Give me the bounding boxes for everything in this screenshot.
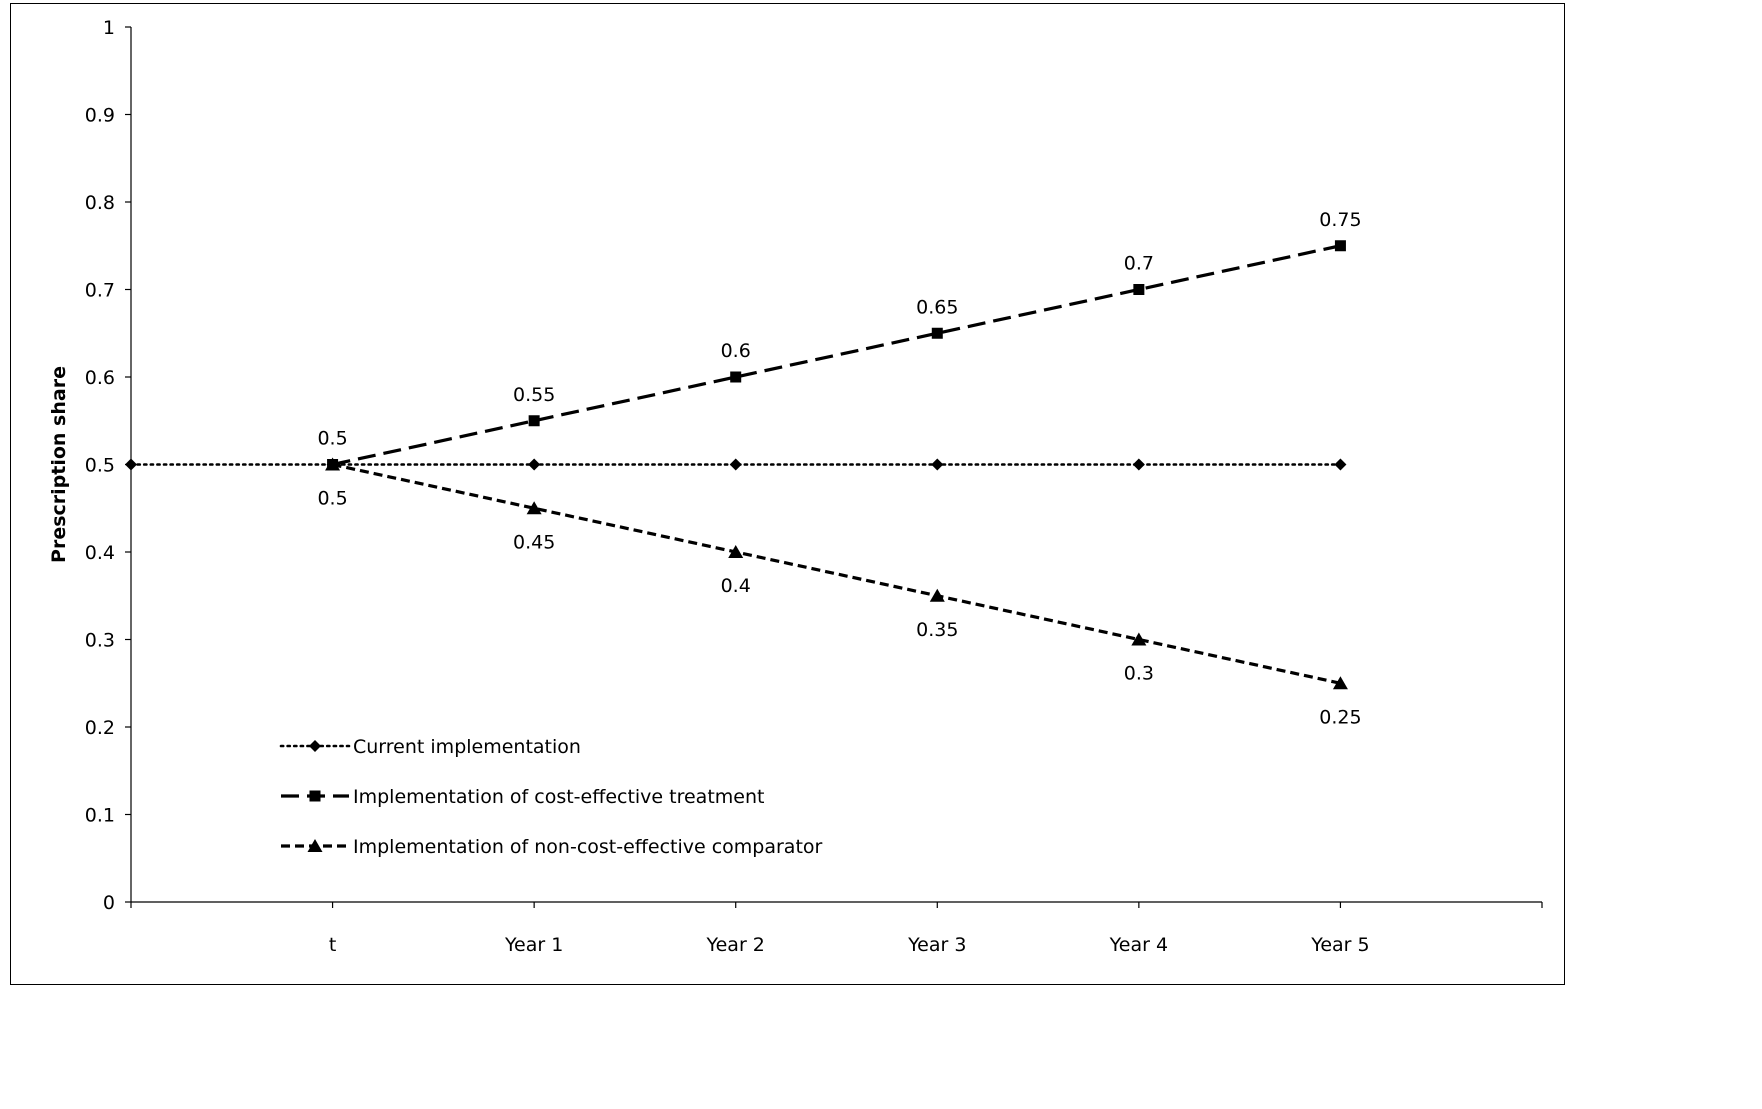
data-point — [931, 327, 943, 339]
legend-entry: Implementation of non-cost-effective com… — [281, 836, 823, 858]
x-tick-label: Year 5 — [1310, 934, 1369, 956]
data-point — [1133, 284, 1145, 295]
data-label: 0.35 — [916, 619, 958, 641]
legend-label: Implementation of non-cost-effective com… — [353, 836, 823, 858]
x-tick-label: Year 1 — [504, 934, 563, 956]
data-point — [125, 458, 137, 471]
y-tick-label: 0.9 — [85, 105, 115, 127]
y-tick-label: 0 — [103, 892, 115, 914]
legend-marker — [307, 839, 323, 852]
y-axis-title: Prescription share — [48, 366, 70, 563]
data-label: 0.55 — [513, 384, 555, 406]
data-point — [929, 588, 945, 602]
series-1 — [125, 458, 1347, 471]
data-point — [1334, 458, 1347, 471]
series-2 — [327, 240, 1346, 470]
data-point — [729, 458, 742, 471]
x-tick-label: t — [329, 934, 336, 956]
series-layer — [125, 240, 1348, 690]
data-point — [730, 371, 742, 383]
legend: Current implementation Implementation of … — [279, 736, 823, 858]
axes: 0 0.1 0.2 0.3 0.4 0.5 0.6 0.7 0.8 0.9 1 t Year 1 Year… — [85, 17, 1543, 956]
series-line — [332, 462, 1341, 685]
data-label: 0.65 — [916, 296, 958, 318]
y-tick-label: 0.8 — [85, 192, 115, 214]
y-tick-label: 0.6 — [85, 367, 115, 389]
data-label: 0.6 — [721, 340, 751, 362]
data-label: 0.5 — [317, 428, 347, 450]
data-point — [1332, 676, 1348, 690]
data-point — [528, 415, 540, 427]
legend-marker — [309, 740, 321, 752]
data-label: 0.4 — [721, 575, 751, 597]
data-point — [325, 457, 341, 471]
y-tick-label: 0.2 — [85, 717, 115, 739]
x-tick-label: Year 3 — [907, 934, 966, 956]
legend-label: Implementation of cost-effective treatme… — [353, 786, 764, 808]
data-point — [1132, 458, 1145, 471]
data-point — [931, 458, 944, 471]
data-labels: 0.5 0.55 0.6 0.65 0.7 0.75 0.5 0.45 0.4 0.35 0.3 0.… — [317, 209, 1361, 729]
data-label: 0.45 — [513, 531, 555, 553]
y-tick-label: 0.4 — [85, 542, 115, 564]
data-label: 0.5 — [317, 488, 347, 510]
data-point — [728, 545, 744, 558]
x-tick-label: Year 2 — [706, 934, 765, 956]
y-tick-label: 1 — [103, 17, 115, 39]
legend-entry: Current implementation — [279, 736, 581, 758]
series-3 — [325, 457, 1348, 690]
y-tick-label: 0.3 — [85, 630, 115, 652]
y-tick-label: 0.7 — [85, 280, 115, 302]
data-point — [1131, 632, 1147, 646]
chart-frame: 0 0.1 0.2 0.3 0.4 0.5 0.6 0.7 0.8 0.9 1 t Year 1 Year… — [10, 3, 1565, 985]
line-chart: 0 0.1 0.2 0.3 0.4 0.5 0.6 0.7 0.8 0.9 1 t Year 1 Year… — [48, 17, 1543, 956]
series-line — [332, 244, 1341, 467]
data-label: 0.3 — [1124, 663, 1154, 685]
legend-label: Current implementation — [353, 736, 581, 758]
legend-marker — [309, 790, 321, 802]
legend-entry: Implementation of cost-effective treatme… — [281, 786, 764, 808]
data-point — [1334, 240, 1346, 252]
data-point — [526, 501, 542, 515]
data-label: 0.7 — [1124, 253, 1154, 275]
data-label: 0.25 — [1319, 706, 1361, 728]
y-tick-label: 0.5 — [85, 455, 115, 477]
data-label: 0.75 — [1319, 209, 1361, 231]
y-tick-label: 0.1 — [85, 805, 115, 827]
x-tick-label: Year 4 — [1109, 934, 1168, 956]
data-point — [528, 458, 541, 471]
